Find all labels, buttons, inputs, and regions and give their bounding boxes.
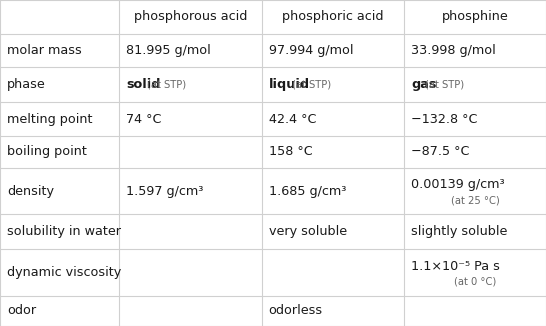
Text: phosphoric acid: phosphoric acid (282, 10, 383, 23)
Text: 1.597 g/cm³: 1.597 g/cm³ (126, 185, 204, 198)
Text: −87.5 °C: −87.5 °C (411, 145, 470, 158)
Text: 74 °C: 74 °C (126, 113, 162, 126)
Text: molar mass: molar mass (7, 44, 82, 57)
Text: (at STP): (at STP) (425, 80, 464, 90)
Text: 81.995 g/mol: 81.995 g/mol (126, 44, 211, 57)
Text: 1.685 g/cm³: 1.685 g/cm³ (269, 185, 346, 198)
Text: odorless: odorless (269, 304, 323, 318)
Text: 42.4 °C: 42.4 °C (269, 113, 316, 126)
Text: gas: gas (411, 78, 436, 91)
Text: boiling point: boiling point (7, 145, 87, 158)
Text: phase: phase (7, 78, 46, 91)
Text: very soluble: very soluble (269, 225, 347, 238)
Text: dynamic viscosity: dynamic viscosity (7, 266, 121, 279)
Text: 33.998 g/mol: 33.998 g/mol (411, 44, 496, 57)
Text: solid: solid (126, 78, 161, 91)
Text: 1.1×10⁻⁵ Pa s: 1.1×10⁻⁵ Pa s (411, 259, 500, 273)
Text: 158 °C: 158 °C (269, 145, 312, 158)
Text: phosphine: phosphine (442, 10, 508, 23)
Text: odor: odor (7, 304, 36, 318)
Text: −132.8 °C: −132.8 °C (411, 113, 478, 126)
Text: (at 25 °C): (at 25 °C) (450, 195, 500, 205)
Text: density: density (7, 185, 54, 198)
Text: phosphorous acid: phosphorous acid (134, 10, 247, 23)
Text: (at STP): (at STP) (147, 80, 186, 90)
Text: 0.00139 g/cm³: 0.00139 g/cm³ (411, 178, 505, 191)
Text: liquid: liquid (269, 78, 310, 91)
Text: slightly soluble: slightly soluble (411, 225, 508, 238)
Text: solubility in water: solubility in water (7, 225, 121, 238)
Text: (at STP): (at STP) (293, 80, 331, 90)
Text: melting point: melting point (7, 113, 93, 126)
Text: (at 0 °C): (at 0 °C) (454, 277, 496, 287)
Text: 97.994 g/mol: 97.994 g/mol (269, 44, 353, 57)
